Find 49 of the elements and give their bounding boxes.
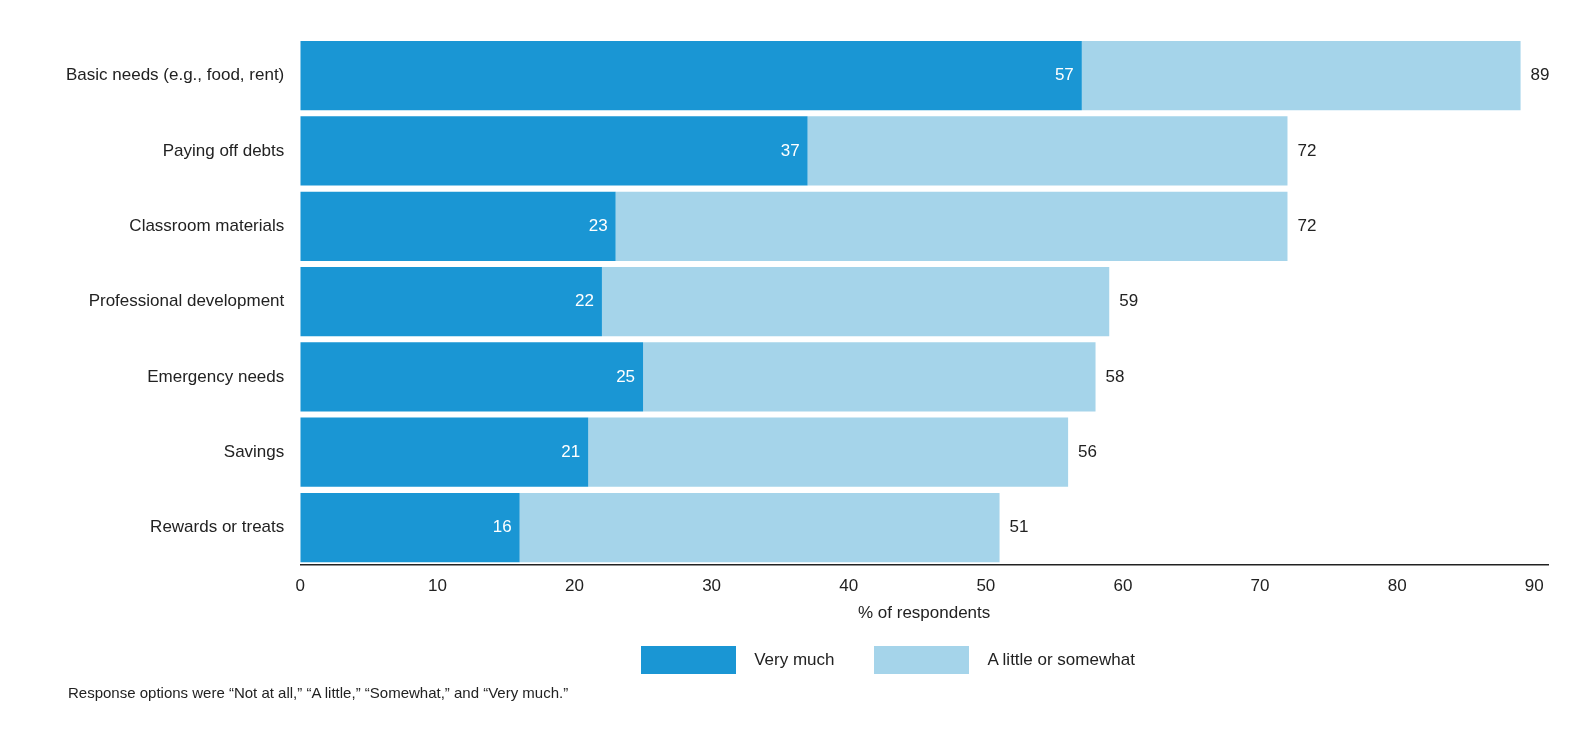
bar	[588, 417, 1069, 487]
data-label: 23	[588, 215, 608, 235]
bar	[601, 266, 1110, 337]
bar	[1081, 41, 1521, 111]
bar	[807, 116, 1288, 186]
x-tick-label: 40	[839, 576, 859, 596]
data-label: 25	[616, 366, 636, 386]
x-tick-label: 0	[295, 576, 306, 596]
total-label: 56	[1078, 441, 1098, 461]
total-label: 89	[1530, 65, 1550, 85]
bar	[300, 41, 1082, 111]
y-tick-label: Rewards or treats	[150, 517, 285, 537]
x-tick-label: 90	[1524, 576, 1544, 596]
x-tick-label: 20	[565, 576, 584, 596]
data-label: 16	[492, 517, 512, 537]
total-label: 58	[1105, 366, 1125, 386]
bar	[300, 191, 616, 261]
y-tick-label: Emergency needs	[147, 366, 285, 386]
y-tick-label: Classroom materials	[129, 215, 285, 235]
total-label: 72	[1297, 140, 1317, 160]
x-tick-label: 60	[1113, 576, 1133, 596]
x-tick-label: 10	[427, 576, 447, 596]
text: Very much	[754, 650, 835, 670]
y-tick-label: Paying off debts	[162, 140, 285, 160]
x-tick-label: 70	[1250, 576, 1270, 596]
bar	[615, 191, 1288, 261]
x-axis-title: % of respondents	[857, 603, 991, 623]
bar	[643, 342, 1096, 412]
x-tick-label: 50	[976, 576, 996, 596]
bar	[300, 266, 602, 337]
y-tick-label: Savings	[223, 441, 285, 461]
x-tick-label: 80	[1387, 576, 1407, 596]
data-label: 22	[575, 291, 594, 311]
data-label: 37	[780, 140, 800, 160]
text: Response options were “Not at all,” “A little,” “Somewhat,” and “Very much.”	[68, 684, 570, 701]
bar	[300, 492, 520, 563]
bar	[300, 342, 644, 412]
x-tick-label: 30	[702, 576, 722, 596]
y-tick-label: Basic needs (e.g., food, rent)	[65, 65, 285, 85]
data-label: 21	[561, 441, 581, 461]
total-label: 51	[1009, 517, 1029, 537]
y-tick-label: Professional development	[88, 291, 285, 311]
total-label: 72	[1297, 215, 1317, 235]
data-label: 57	[1054, 65, 1074, 85]
text: A little or somewhat	[987, 650, 1135, 670]
bar	[300, 417, 589, 487]
total-label: 59	[1119, 291, 1139, 311]
bar	[519, 492, 1000, 563]
bar	[300, 116, 808, 186]
